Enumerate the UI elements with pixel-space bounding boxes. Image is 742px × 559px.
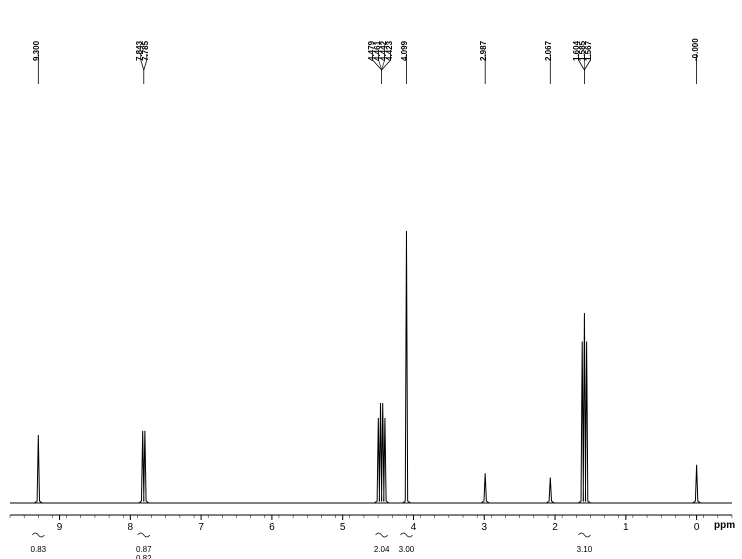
integral-value: 0.87: [136, 545, 152, 554]
peak-ppm-label: 9.300: [32, 41, 41, 61]
nmr-spectrum: 9876543210ppm9.3007.8437.7854.4794.4614.…: [0, 0, 742, 559]
axis-tick-label: 9: [57, 522, 63, 533]
axis-tick-label: 2: [552, 522, 558, 533]
spectrum-canvas: [0, 0, 742, 559]
peak-ppm-label: -0.000: [691, 38, 700, 61]
integral-value: 3.10: [577, 545, 593, 554]
axis-tick-label: 5: [340, 522, 346, 533]
peak-ppm-label: 7.785: [141, 41, 150, 61]
axis-tick-label: 3: [481, 522, 487, 533]
peak-ppm-label: 2.067: [544, 41, 553, 61]
axis-tick-label: 7: [198, 522, 204, 533]
ppm-unit-label: ppm: [714, 520, 735, 531]
peak-ppm-label: 1.567: [584, 41, 593, 61]
peak-ppm-label: 4.423: [385, 41, 394, 61]
axis-tick-label: 6: [269, 522, 275, 533]
axis-tick-label: 1: [623, 522, 629, 533]
integral-value: 2.04: [374, 545, 390, 554]
axis-tick-label: 8: [128, 522, 134, 533]
axis-tick-label: 4: [411, 522, 417, 533]
peak-ppm-label: 4.099: [400, 41, 409, 61]
integral-value: 0.83: [31, 545, 47, 554]
integral-value: 0.82: [136, 554, 152, 559]
peak-ppm-label: 2.987: [479, 41, 488, 61]
integral-value: 3.00: [399, 545, 415, 554]
axis-tick-label: 0: [694, 522, 700, 533]
